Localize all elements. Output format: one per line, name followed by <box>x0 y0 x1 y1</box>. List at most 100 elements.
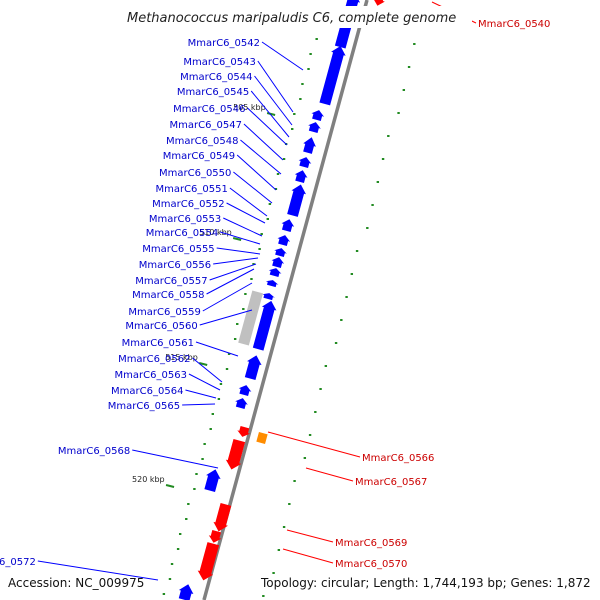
gene-label[interactable]: MmarC6_0547 <box>170 120 242 131</box>
leader-line <box>188 373 221 391</box>
gc-dot <box>185 518 188 520</box>
reverse-gene <box>319 46 346 106</box>
gc-dot <box>170 563 174 565</box>
reverse-gene <box>308 122 321 134</box>
topology-text: Topology: circular; Length: 1,744,193 bp… <box>260 576 591 590</box>
gene-label[interactable]: MmarC6_0545 <box>177 87 249 98</box>
gc-dot <box>345 296 348 298</box>
scale-ticks: 505 kbp 510 kbp 515 kbp 520 kbp <box>132 103 276 488</box>
gc-dot <box>211 413 214 415</box>
gc-dot <box>227 353 231 355</box>
gc-dot <box>276 173 280 175</box>
gene-label[interactable]: MmarC6_0569 <box>335 538 407 549</box>
leader-line <box>132 449 219 469</box>
gene-features <box>178 0 385 600</box>
gc-dot <box>402 89 406 91</box>
forward-gene <box>213 503 232 532</box>
scale-tick-label: 515 kbp <box>165 353 198 362</box>
gc-dot <box>371 204 374 206</box>
gene-label[interactable]: MmarC6_0549 <box>163 151 235 162</box>
gc-dot <box>258 248 261 250</box>
leader-line <box>226 202 266 224</box>
label-leader-lines <box>37 1 477 581</box>
gene-label[interactable]: MmarC6_0563 <box>115 370 187 381</box>
leader-line <box>254 75 293 126</box>
gene-label[interactable]: MmarC6_0560 <box>125 321 197 332</box>
gene-label[interactable]: MmarC6_0555 <box>142 244 214 255</box>
leader-line <box>305 467 354 482</box>
rna-gene <box>256 431 268 445</box>
gc-dot <box>242 308 245 310</box>
gc-dot <box>299 98 302 100</box>
gc-dot <box>268 203 272 205</box>
gc-dot <box>203 443 206 445</box>
reverse-gene <box>262 293 275 301</box>
gene-label[interactable]: MmarC6_0559 <box>128 307 200 318</box>
gene-label[interactable]: MmarC6_0548 <box>166 136 238 147</box>
gene-label[interactable]: MmarC6_0544 <box>180 72 252 83</box>
gc-dot <box>301 83 304 85</box>
gene-label[interactable]: MmarC6_0546 <box>173 104 245 115</box>
gc-dot <box>219 383 223 385</box>
leader-line <box>247 107 288 146</box>
gene-label[interactable]: MmarC6_0556 <box>139 260 211 271</box>
genome-backbone <box>202 0 369 600</box>
gc-dot <box>291 128 294 130</box>
gene-label[interactable]: MmarC6_0554 <box>146 228 218 239</box>
gene-label[interactable]: MmarC6_0564 <box>111 386 183 397</box>
gene-label[interactable]: MmarC6_0561 <box>122 338 194 349</box>
gc-dot <box>293 480 296 482</box>
gc-dot <box>319 388 322 390</box>
gc-dot <box>397 112 400 114</box>
leader-line <box>202 282 253 312</box>
reverse-gene <box>303 137 316 154</box>
leader-line <box>240 139 282 175</box>
gc-dot <box>293 113 296 115</box>
gene-label[interactable]: MmarC6_0557 <box>135 276 207 287</box>
forward-gene <box>197 542 220 581</box>
reverse-gene <box>235 398 248 410</box>
gene-label[interactable]: MmarC6_0562 <box>118 354 190 365</box>
gene-label[interactable]: MmarC6_0566 <box>362 453 434 464</box>
gc-dot <box>340 319 343 321</box>
leader-line <box>192 357 223 383</box>
gene-label[interactable]: MmarC6_0552 <box>152 199 224 210</box>
gc-dot <box>307 68 310 70</box>
forward-gene <box>237 425 250 437</box>
leader-line <box>261 41 304 71</box>
reverse-gene <box>178 584 194 600</box>
scale-tick <box>266 112 276 116</box>
scale-tick <box>198 362 208 366</box>
gc-dot <box>244 293 247 295</box>
leader-line <box>195 341 239 357</box>
gc-dot <box>195 473 198 475</box>
gene-label[interactable]: MmarC6_0551 <box>155 184 227 195</box>
gc-dot <box>252 263 255 265</box>
forward-gene <box>208 530 222 543</box>
gene-label[interactable]: MmarC6_0558 <box>132 290 204 301</box>
leader-line <box>209 263 257 281</box>
gene-label[interactable]: MmarC6_0553 <box>149 214 221 225</box>
leader-line <box>223 217 263 237</box>
reverse-gene <box>281 219 295 232</box>
reverse-gene <box>238 385 252 397</box>
leader-line <box>213 257 259 265</box>
gc-dot <box>272 572 275 574</box>
gc-dot <box>176 548 180 550</box>
gene-label[interactable]: MmarC6_0572 <box>0 557 36 568</box>
forward-gene <box>225 438 246 470</box>
gene-label[interactable]: MmarC6_0570 <box>335 559 407 570</box>
gene-label[interactable]: MmarC6_0542 <box>188 38 260 49</box>
leader-line <box>250 90 290 138</box>
gc-dot <box>282 158 286 160</box>
gene-label[interactable]: MmarC6_0540 <box>478 19 550 30</box>
gene-label[interactable]: MmarC6_0567 <box>355 477 427 488</box>
gene-label[interactable]: MmarC6_0543 <box>183 57 255 68</box>
gc-dot <box>201 458 204 460</box>
gene-label[interactable]: MmarC6_0550 <box>159 168 231 179</box>
gene-label[interactable]: MmarC6_0565 <box>108 401 180 412</box>
gc-dot <box>324 365 328 367</box>
reverse-gene <box>311 110 325 122</box>
gene-label[interactable]: MmarC6_0568 <box>58 446 130 457</box>
